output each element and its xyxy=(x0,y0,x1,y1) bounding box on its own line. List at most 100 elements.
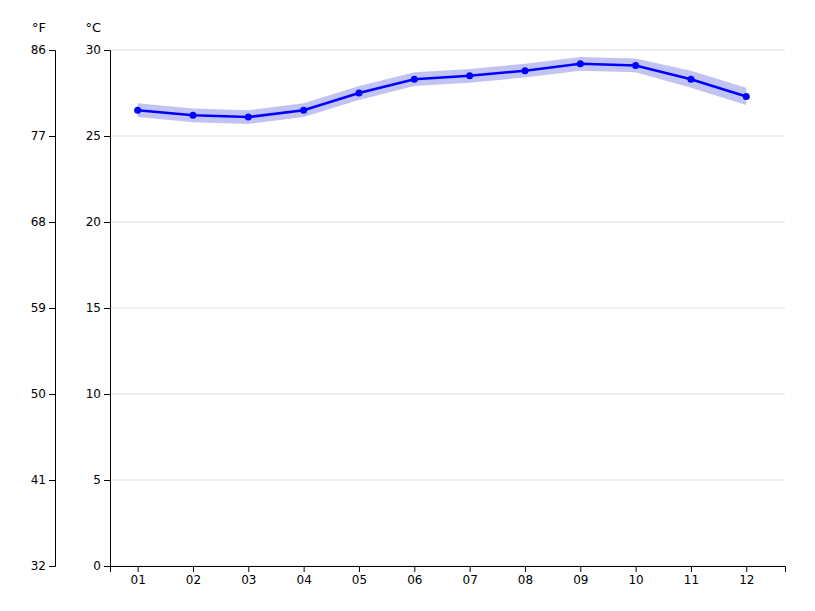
tick: 86 xyxy=(31,43,55,57)
tick: 10 xyxy=(628,566,643,587)
tick: 12 xyxy=(739,566,754,587)
tick-label: 86 xyxy=(31,43,46,57)
tick: 03 xyxy=(241,566,256,587)
tick-mark xyxy=(414,566,415,572)
tick: 30 xyxy=(86,43,110,57)
tick: 20 xyxy=(86,215,110,229)
tick-label: 20 xyxy=(86,215,101,229)
tick-label: 59 xyxy=(31,301,46,315)
point xyxy=(632,62,639,69)
tick: 09 xyxy=(573,566,588,587)
tick-label: 25 xyxy=(86,129,101,143)
tick-mark xyxy=(580,566,581,572)
point xyxy=(355,90,362,97)
tick: 07 xyxy=(462,566,477,587)
tick-mark xyxy=(193,566,194,572)
band xyxy=(138,57,747,124)
tick-mark xyxy=(104,308,110,309)
tick-label: 50 xyxy=(31,387,46,401)
point xyxy=(687,76,694,83)
tick-label: 09 xyxy=(573,573,588,587)
axis-line xyxy=(111,567,786,573)
tick: 11 xyxy=(684,566,699,587)
marks xyxy=(134,57,750,124)
tick: 59 xyxy=(31,301,55,315)
line xyxy=(138,64,747,117)
tick-mark xyxy=(104,394,110,395)
grid-line xyxy=(110,222,785,223)
tick-label: 01 xyxy=(131,573,146,587)
point xyxy=(466,72,473,79)
plot: 0102030405060708091011120510152025303241… xyxy=(31,20,786,587)
tick-label: 11 xyxy=(684,573,699,587)
point xyxy=(411,76,418,83)
tick: 41 xyxy=(31,473,55,487)
grid-line xyxy=(110,480,785,481)
tick-mark xyxy=(104,566,110,567)
tick-label: 10 xyxy=(86,387,101,401)
tick-mark xyxy=(104,136,110,137)
tick-mark xyxy=(49,480,55,481)
tick-mark xyxy=(359,566,360,572)
tick: 08 xyxy=(518,566,533,587)
tick-mark xyxy=(138,566,139,572)
tick-label: 5 xyxy=(93,473,101,487)
tick-mark xyxy=(49,50,55,51)
tick-mark xyxy=(49,566,55,567)
tick: 5 xyxy=(93,473,110,487)
axis-line xyxy=(104,51,111,567)
tick-mark xyxy=(104,222,110,223)
tick: 06 xyxy=(407,566,422,587)
tick-mark xyxy=(104,480,110,481)
y-axis: 0 5 10 15 20 25 30 xyxy=(86,43,111,573)
point xyxy=(743,93,750,100)
axis-title: °F xyxy=(32,20,46,35)
y2-axis: 32 41 50 59 68 77 86 xyxy=(31,43,56,573)
tick: 02 xyxy=(186,566,201,587)
tick: 25 xyxy=(86,129,110,143)
tick: 0 xyxy=(93,559,110,573)
tick-label: 10 xyxy=(628,573,643,587)
grid-line xyxy=(110,136,785,137)
axis-title: °C xyxy=(85,20,101,35)
tick-mark xyxy=(691,566,692,572)
tick-mark xyxy=(49,222,55,223)
tick-mark xyxy=(49,394,55,395)
tick: 10 xyxy=(86,387,110,401)
tick-label: 03 xyxy=(241,573,256,587)
tick-label: 0 xyxy=(93,559,101,573)
tick-label: 68 xyxy=(31,215,46,229)
grid-line xyxy=(110,394,785,395)
tick-mark xyxy=(470,566,471,572)
tick-label: 05 xyxy=(352,573,367,587)
tick-label: 04 xyxy=(297,573,312,587)
point xyxy=(300,107,307,114)
x-axis: 01 02 03 04 05 06 07 08 09 10 11 12 xyxy=(111,566,786,587)
tick: 32 xyxy=(31,559,55,573)
tick-mark xyxy=(104,50,110,51)
axis-line xyxy=(49,51,56,567)
tick-label: 07 xyxy=(462,573,477,587)
chart: 0102030405060708091011120510152025303241… xyxy=(0,0,815,611)
tick-label: 15 xyxy=(86,301,101,315)
tick-mark xyxy=(248,566,249,572)
tick: 77 xyxy=(31,129,55,143)
point xyxy=(521,67,528,74)
grid-line xyxy=(110,308,785,309)
tick-mark xyxy=(525,566,526,572)
tick: 01 xyxy=(131,566,146,587)
point xyxy=(189,112,196,119)
point xyxy=(577,60,584,67)
tick-label: 30 xyxy=(86,43,101,57)
grid xyxy=(110,50,785,566)
tick-label: 12 xyxy=(739,573,754,587)
tick-mark xyxy=(636,566,637,572)
tick: 05 xyxy=(352,566,367,587)
tick: 50 xyxy=(31,387,55,401)
tick-mark xyxy=(746,566,747,572)
tick-label: 06 xyxy=(407,573,422,587)
tick: 15 xyxy=(86,301,110,315)
tick-label: 08 xyxy=(518,573,533,587)
tick: 68 xyxy=(31,215,55,229)
tick-mark xyxy=(304,566,305,572)
